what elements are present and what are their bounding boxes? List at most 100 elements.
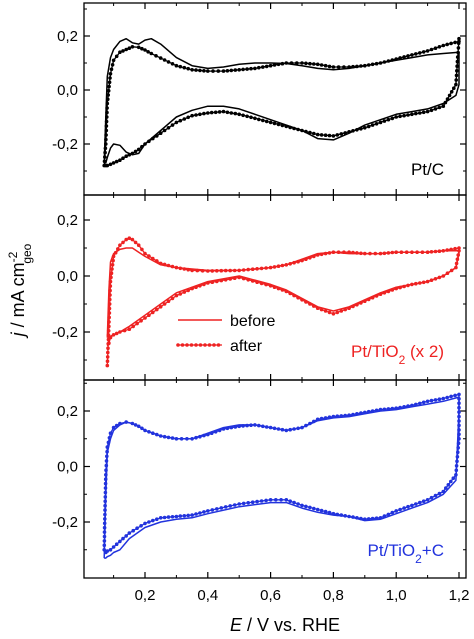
series-after-point — [233, 68, 238, 72]
series-after-point — [382, 514, 387, 518]
series-after-point — [315, 507, 320, 512]
series-after-point — [394, 406, 399, 411]
series-after-point — [170, 515, 175, 519]
series-after-point — [225, 69, 230, 73]
series-after-point — [135, 526, 139, 530]
series-after-point — [359, 411, 363, 415]
series-after-point — [300, 61, 304, 65]
series-after-point — [359, 516, 363, 521]
series-after-point — [118, 539, 122, 544]
series-after-point — [351, 129, 355, 133]
y-tick-label: 0,0 — [57, 82, 78, 99]
series-after-point — [264, 282, 268, 287]
series-after-point — [457, 428, 461, 432]
series-after-point — [429, 108, 434, 113]
series-after-point — [257, 117, 261, 122]
series-after-point — [140, 46, 144, 51]
series-after-point — [233, 111, 238, 116]
series-after-point — [457, 423, 461, 428]
series-after-point — [441, 396, 446, 401]
series-after-point — [264, 425, 269, 429]
series-after-point — [233, 425, 238, 429]
series-after-point — [421, 400, 426, 405]
legend-dotted-marker — [189, 343, 194, 347]
series-after-point — [308, 61, 312, 66]
series-after-point — [390, 250, 395, 255]
series-after-point — [457, 401, 461, 406]
series-after-point — [327, 510, 332, 515]
series-after-point — [319, 63, 324, 67]
series-after-point — [453, 40, 457, 45]
series-after-point — [279, 498, 283, 502]
series-after-point — [182, 290, 187, 294]
series-after-point — [107, 311, 112, 315]
series-after-point — [103, 499, 107, 504]
panel-frame — [83, 2, 467, 196]
series-after-point — [108, 76, 112, 80]
series-after-point — [241, 67, 245, 72]
y-tick-label: 0,2 — [57, 212, 78, 229]
series-after-point — [394, 115, 399, 119]
series-after-point — [386, 59, 391, 63]
series-after-point — [219, 506, 224, 510]
series-after-point — [121, 536, 125, 541]
x-axis-label: E / V vs. RHE — [230, 615, 340, 635]
y-tick-label: 0,2 — [57, 28, 78, 45]
series-after-point — [232, 268, 237, 273]
series-after-point — [441, 489, 446, 494]
series-after-point — [158, 305, 163, 309]
series-after-point — [335, 512, 340, 517]
series-after-point — [304, 129, 308, 134]
series-after-point — [347, 413, 351, 418]
series-after-point — [105, 106, 109, 110]
series-after-point — [373, 251, 378, 256]
series-after-point — [366, 517, 371, 521]
series-after-point — [127, 327, 132, 332]
series-after-point — [154, 54, 158, 58]
series-after-point — [237, 275, 241, 280]
series-after-point — [127, 46, 132, 50]
series-after-point — [386, 117, 391, 122]
series-after-point — [276, 122, 281, 127]
series-after-point — [206, 509, 210, 513]
series-after-point — [339, 132, 344, 136]
series-after-point — [342, 65, 346, 69]
series-after-point — [155, 432, 159, 437]
series-after-point — [292, 126, 296, 131]
series-after-point — [232, 276, 237, 281]
series-after-point — [457, 414, 461, 419]
series-after-point — [456, 253, 461, 257]
series-after-point — [351, 304, 355, 309]
series-after-point — [143, 48, 147, 52]
series-after-point — [323, 416, 328, 420]
series-after-point — [425, 498, 430, 502]
series-after-point — [104, 459, 109, 463]
series-after-point — [312, 304, 316, 308]
series-after-point — [162, 434, 167, 439]
series-after-point — [394, 57, 399, 61]
x-tick-label: 0,4 — [197, 587, 218, 604]
series-after-point — [130, 151, 135, 156]
series-after-point — [245, 114, 249, 119]
series-after-point — [178, 64, 183, 69]
series-after-point — [292, 427, 296, 431]
series-after-point — [155, 134, 159, 138]
series-after-point — [378, 120, 383, 125]
series-after-point — [194, 285, 198, 290]
series-after-point — [166, 126, 171, 130]
series-after-point — [272, 285, 277, 290]
series-after-point — [103, 150, 107, 155]
series-after-point — [386, 407, 391, 411]
series-after-point — [106, 329, 111, 333]
series-after-point — [366, 124, 371, 129]
series-after-point — [257, 423, 261, 428]
series-after-point — [414, 402, 418, 407]
series-after-point — [174, 265, 179, 270]
y-tick-label: 0,0 — [57, 459, 78, 476]
series-after-point — [347, 514, 351, 519]
series-after-point — [280, 123, 285, 128]
series-after-point — [147, 139, 151, 144]
series-after-point — [315, 417, 320, 422]
series-after-point — [143, 316, 147, 320]
series-after-point — [457, 410, 461, 414]
